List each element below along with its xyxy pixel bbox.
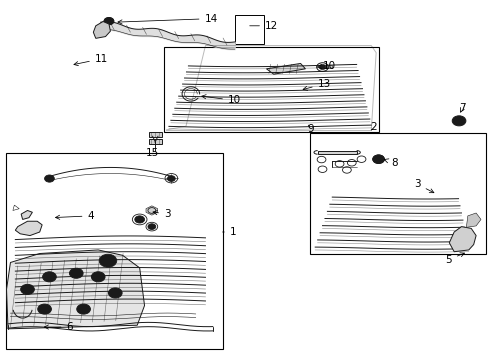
Text: 10: 10	[202, 95, 241, 105]
Text: 3: 3	[413, 179, 433, 193]
Polygon shape	[317, 150, 356, 154]
Polygon shape	[93, 22, 110, 39]
Polygon shape	[374, 157, 381, 162]
Circle shape	[112, 291, 119, 296]
Circle shape	[319, 64, 325, 69]
Text: 4: 4	[56, 211, 94, 221]
Circle shape	[24, 287, 31, 292]
Text: 12: 12	[249, 21, 278, 31]
Circle shape	[167, 176, 175, 181]
Circle shape	[20, 284, 34, 294]
Text: 3: 3	[153, 209, 170, 219]
Text: 14: 14	[118, 14, 217, 24]
Text: 5: 5	[445, 253, 464, 265]
Polygon shape	[266, 63, 305, 74]
Circle shape	[42, 272, 56, 282]
Circle shape	[135, 216, 144, 223]
Bar	[234, 15, 264, 44]
Circle shape	[103, 257, 113, 264]
Circle shape	[104, 18, 114, 25]
Circle shape	[73, 271, 80, 276]
Polygon shape	[149, 139, 161, 144]
Polygon shape	[466, 213, 480, 227]
Text: 10: 10	[316, 61, 335, 71]
Text: 6: 6	[44, 322, 73, 332]
Polygon shape	[21, 211, 32, 220]
Bar	[310, 134, 485, 253]
Polygon shape	[327, 65, 331, 68]
Text: 9: 9	[306, 124, 313, 134]
Circle shape	[80, 307, 87, 312]
Circle shape	[69, 268, 83, 278]
Bar	[163, 47, 378, 132]
Circle shape	[148, 224, 156, 229]
Text: 15: 15	[146, 148, 159, 158]
Circle shape	[372, 155, 384, 163]
Text: 11: 11	[74, 54, 108, 66]
Circle shape	[46, 274, 53, 279]
Polygon shape	[13, 205, 19, 211]
Polygon shape	[149, 132, 161, 137]
Circle shape	[77, 304, 90, 314]
Circle shape	[454, 118, 462, 124]
Bar	[5, 153, 222, 348]
Text: 7: 7	[458, 103, 465, 113]
Circle shape	[38, 304, 51, 314]
Circle shape	[44, 175, 54, 182]
Text: 2: 2	[369, 122, 376, 132]
Polygon shape	[448, 226, 475, 252]
Text: 8: 8	[384, 158, 397, 168]
Circle shape	[451, 116, 465, 126]
Polygon shape	[6, 250, 144, 329]
Text: 1: 1	[222, 227, 236, 237]
Circle shape	[108, 288, 122, 298]
Polygon shape	[146, 206, 158, 215]
Circle shape	[99, 254, 117, 267]
Polygon shape	[15, 221, 42, 235]
Circle shape	[91, 272, 105, 282]
Circle shape	[41, 307, 48, 312]
Text: 13: 13	[303, 79, 330, 90]
Circle shape	[95, 274, 102, 279]
